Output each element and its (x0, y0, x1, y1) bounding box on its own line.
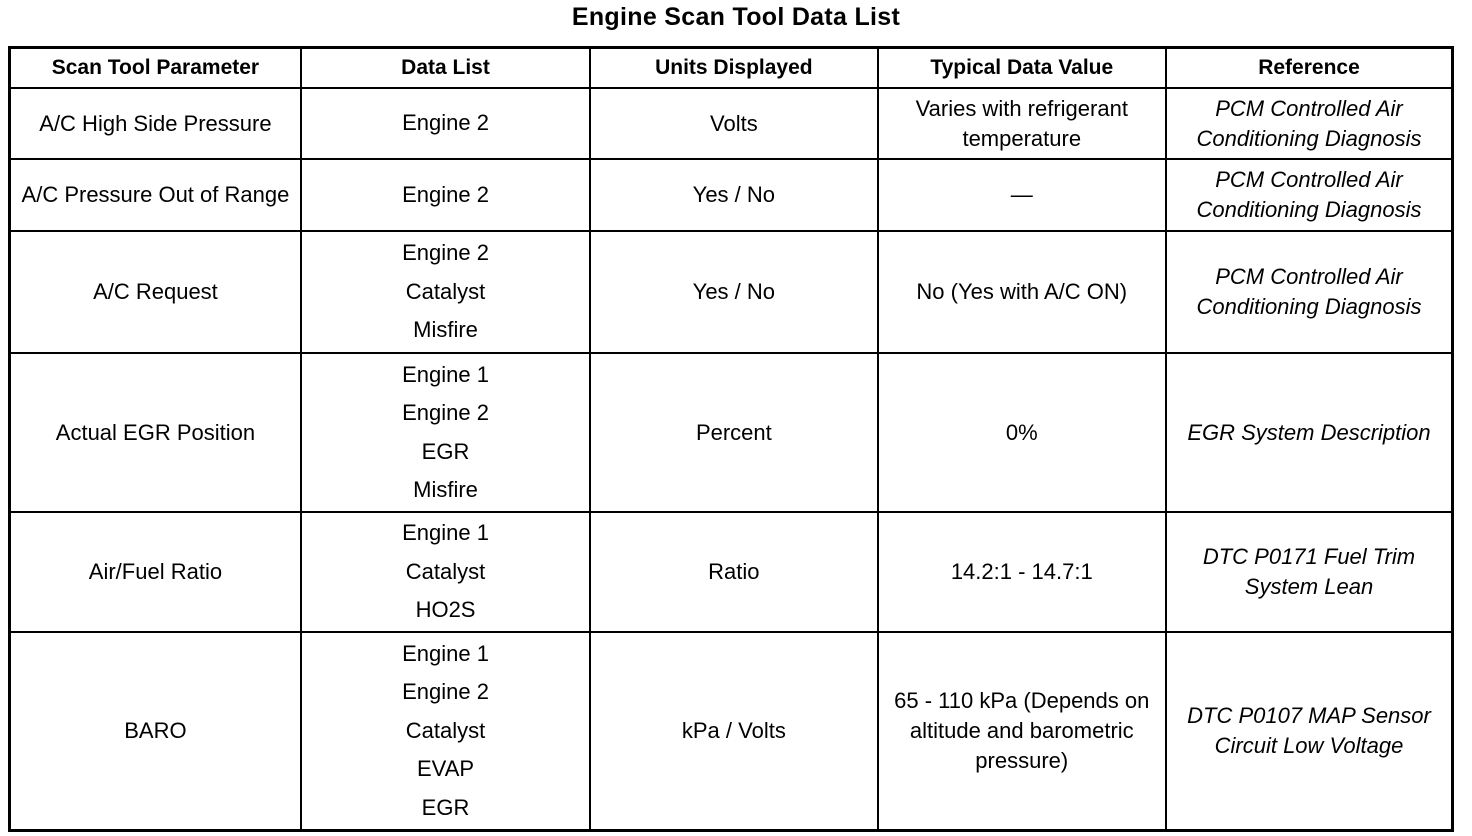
column-header: Data List (299, 46, 592, 89)
units-cell: kPa / Volts (589, 631, 879, 831)
data-list-cell: Engine 1 Engine 2 EGR Misfire (299, 352, 592, 513)
table-row: Actual EGR Position Engine 1 Engine 2 EGR Mi… (8, 352, 1454, 513)
data-list-item: Engine 2 (402, 181, 489, 207)
reference-cell: PCM Controlled Air Conditioning Diagnosi… (1164, 87, 1454, 160)
parameter-cell: Actual EGR Position (8, 352, 302, 513)
data-list-cell: Engine 1 Engine 2 Catalyst EVAP EGR (299, 631, 592, 831)
units-cell: Percent (589, 352, 879, 513)
reference-cell: PCM Controlled Air Conditioning Diagnosi… (1164, 230, 1454, 354)
typical-value-cell: 14.2:1 - 14.7:1 (876, 511, 1167, 633)
scan-tool-data-table: Scan Tool Parameter Data List Units Displa… (8, 46, 1454, 832)
column-header: Reference (1164, 46, 1454, 89)
data-list-item: HO2S (415, 597, 476, 623)
units-cell: Ratio (589, 511, 879, 633)
typical-value-cell: No (Yes with A/C ON) (876, 230, 1167, 354)
data-list-cell: Engine 2 Catalyst Misfire (299, 230, 592, 354)
table-header-row: Scan Tool Parameter Data List Units Displa… (8, 46, 1454, 89)
data-list-item: Catalyst (405, 278, 486, 304)
reference-cell: PCM Controlled Air Conditioning Diagnosi… (1164, 158, 1454, 232)
data-list-item: Engine 1 (402, 640, 489, 666)
data-list-item: Engine 2 (402, 679, 489, 704)
data-list-item: EGR (421, 794, 470, 820)
column-header: Scan Tool Parameter (8, 46, 302, 89)
data-list-item: EGR (421, 438, 470, 464)
reference-cell: EGR System Description (1164, 352, 1454, 513)
typical-value-cell: 0% (876, 352, 1167, 513)
parameter-cell: A/C High Side Pressure (8, 87, 302, 160)
data-list-item: Engine 1 (402, 361, 489, 387)
table-row: A/C Request Engine 2 Catalyst Misfire Yes / … (8, 230, 1454, 354)
units-cell: Yes / No (589, 230, 879, 354)
typical-value-cell: — (876, 158, 1167, 232)
units-cell: Yes / No (589, 158, 879, 232)
data-list-item: EVAP (416, 756, 475, 781)
parameter-cell: Air/Fuel Ratio (8, 511, 302, 633)
parameter-cell: BARO (8, 631, 302, 831)
data-list-item: Engine 2 (402, 400, 489, 425)
data-list-item: Catalyst (405, 717, 486, 743)
page-title: Engine Scan Tool Data List (571, 3, 901, 31)
units-cell: Volts (589, 87, 879, 160)
column-header: Typical Data Value (876, 46, 1167, 89)
parameter-cell: A/C Pressure Out of Range (8, 158, 302, 232)
table-row: A/C High Side Pressure Engine 2 Volts Varie… (8, 87, 1454, 160)
parameter-cell: A/C Request (8, 230, 302, 354)
table-row: A/C Pressure Out of Range Engine 2 Yes / N… (8, 158, 1454, 232)
data-list-item: Engine 2 (402, 110, 489, 136)
data-list-item: Engine 1 (402, 520, 489, 546)
data-list-cell: Engine 1 Catalyst HO2S (299, 511, 592, 633)
reference-cell: DTC P0171 Fuel Trim System Lean (1164, 511, 1454, 633)
column-header: Units Displayed (589, 46, 879, 89)
data-list-item: Misfire (413, 477, 478, 502)
typical-value-cell: Varies with refrigerant temperature (876, 87, 1167, 160)
data-list-cell: Engine 2 (299, 158, 592, 232)
data-list-item: Catalyst (405, 558, 486, 584)
reference-cell: DTC P0107 MAP Sensor Circuit Low Voltage (1164, 631, 1454, 831)
typical-value-cell: 65 - 110 kPa (Depends on altitude and ba… (876, 631, 1167, 831)
data-list-item: Misfire (413, 317, 478, 343)
data-list-item: Engine 2 (402, 240, 489, 266)
data-list-cell: Engine 2 (299, 87, 592, 160)
table-row: Air/Fuel Ratio Engine 1 Catalyst HO2S Ratio 1… (8, 511, 1454, 633)
table-row: BARO Engine 1 Engine 2 Catalyst EVAP EGR kPa /… (8, 631, 1454, 831)
